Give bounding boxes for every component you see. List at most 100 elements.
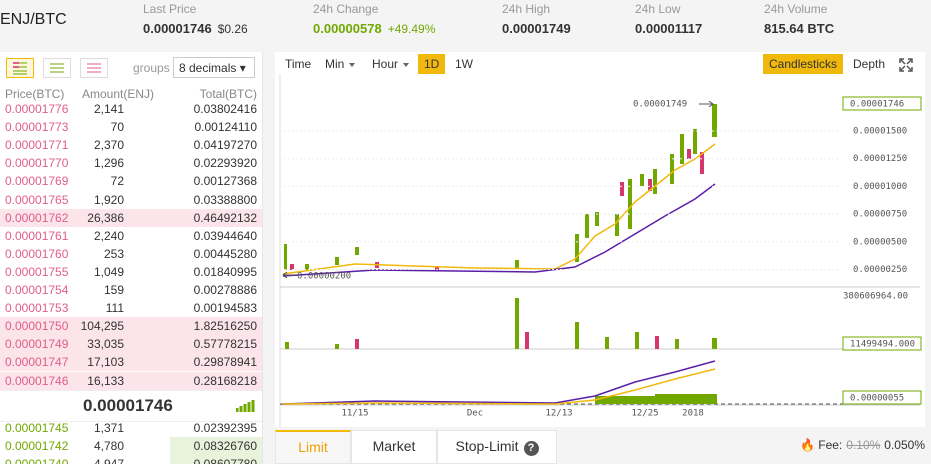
view-both[interactable] — [6, 58, 34, 78]
macd-bars — [595, 394, 717, 404]
price: 0.00001746 — [5, 373, 69, 388]
price: 0.00001765 — [5, 192, 69, 207]
view[interactable]: Candlesticks — [763, 54, 844, 74]
view[interactable]: Depth — [853, 57, 886, 71]
ask-row[interactable]: 0.00001746 16,133 0.28168218 — [0, 371, 262, 390]
low-note: 0.00000200 — [297, 272, 351, 282]
depth-bar — [0, 335, 262, 354]
ask-row[interactable]: 0.00001761 2,240 0.03944640 — [0, 227, 262, 245]
price-label: 0.00000500 — [853, 237, 907, 247]
depth-bar — [0, 317, 262, 336]
bid-row[interactable]: 0.00001742 4,780 0.08326760 — [0, 437, 262, 456]
price-label: 0.00001000 — [853, 182, 907, 192]
price-label: 0.00000750 — [853, 210, 907, 220]
stat-value: 0.00001749 — [502, 21, 571, 36]
ask-row[interactable]: 0.00001776 2,141 0.03802416 — [0, 100, 262, 118]
ask-row[interactable]: 0.00001765 1,920 0.03388800 — [0, 191, 262, 209]
total: 0.08607780 — [194, 457, 257, 464]
stat-number: 0.00001746 — [143, 21, 212, 36]
depth-bar — [170, 437, 262, 456]
decimals-select[interactable]: 8 decimals ▾ — [173, 57, 255, 78]
amount: 4,947 — [94, 457, 124, 464]
icon — [13, 62, 27, 75]
ask-row[interactable]: 0.00001754 159 0.00278886 — [0, 281, 262, 299]
price: 0.00001770 — [5, 156, 69, 171]
ask-row[interactable]: 0.00001762 26,386 0.46492132 — [0, 208, 262, 227]
ask-row[interactable]: 0.00001771 2,370 0.04197270 — [0, 136, 262, 154]
stat-number: 815.64 BTC — [764, 21, 835, 36]
amount: 2,240 — [93, 228, 124, 243]
interval[interactable]: 1D — [418, 54, 446, 74]
volume-tag — [842, 336, 922, 351]
total: 0.57778215 — [193, 337, 257, 352]
ask-row[interactable]: 0.00001747 17,103 0.29878941 — [0, 353, 262, 372]
amount: 26,386 — [87, 210, 124, 225]
depth-bar — [0, 208, 262, 227]
total: 0.01840995 — [193, 264, 257, 279]
signal-line — [282, 368, 716, 405]
amount: 253 — [103, 246, 124, 261]
date-label: 12/25 — [631, 409, 658, 419]
amount: 72 — [110, 174, 124, 189]
last-price: 0.00001746 — [83, 396, 173, 415]
bid-row[interactable]: 0.00001745 1,371 0.02392395 — [0, 419, 262, 437]
tab-market[interactable]: Market — [351, 430, 437, 464]
amount: 1,371 — [93, 421, 124, 435]
price: 0.00001769 — [5, 174, 69, 189]
bid-row[interactable]: 0.00001740 4,947 0.08607780 — [0, 455, 262, 464]
amount: 159 — [103, 283, 124, 297]
interval[interactable]: 1W — [455, 57, 473, 71]
view-bids[interactable] — [43, 58, 71, 78]
amount: 1,296 — [93, 156, 124, 171]
date-label: Dec — [467, 409, 483, 419]
total: 0.00124110 — [194, 120, 257, 135]
stat-extra: +49.49% — [387, 22, 436, 36]
ask-row[interactable]: 0.00001760 253 0.00445280 — [0, 245, 262, 263]
stat-value: 0.00001746 $0.26 — [143, 21, 248, 36]
current-volume: 11499494.000 — [850, 340, 915, 350]
macd-line — [282, 360, 716, 405]
total: 0.03802416 — [193, 102, 257, 116]
stat-value: 815.64 BTC — [764, 21, 834, 36]
tab-limit[interactable]: Limit — [275, 430, 351, 464]
order-book: groups 8 decimals ▾ Price(BTC) Amount(EN… — [0, 52, 263, 464]
amount: 1,049 — [93, 264, 124, 279]
price: 0.00001773 — [5, 120, 69, 135]
interval[interactable]: Time — [285, 57, 312, 71]
total: 1.82516250 — [193, 319, 257, 334]
total: 0.00194583 — [193, 301, 257, 316]
price: 0.00001750 — [5, 319, 69, 334]
ask-row[interactable]: 0.00001753 111 0.00194583 — [0, 299, 262, 317]
order-form-tabs: Limit Market Stop-Limit? 🔥 Fee: 0.10% 0.05… — [275, 430, 925, 464]
ask-row[interactable]: 0.00001769 72 0.00127368 — [0, 172, 262, 190]
view-asks[interactable] — [80, 58, 108, 78]
price: 0.00001749 — [5, 337, 69, 352]
fullscreen-icon[interactable] — [898, 57, 914, 73]
interval[interactable]: Hour — [366, 54, 415, 74]
price-chart: 0.00001746 0.00001749 0.00000200 3806069… — [279, 74, 922, 427]
ask-row[interactable]: 0.00001749 33,035 0.57778215 — [0, 335, 262, 354]
tab-stop-limit[interactable]: Stop-Limit? — [437, 430, 557, 464]
ask-row[interactable]: 0.00001750 104,295 1.82516250 — [0, 317, 262, 336]
price: 0.00001761 — [5, 228, 69, 243]
stat-label: 24h Change — [313, 2, 379, 16]
column-header: Amount(ENJ) — [82, 87, 155, 101]
current-price: 0.00001746 — [850, 100, 904, 110]
price-label: 0.00000250 — [853, 265, 907, 275]
price: 0.00001755 — [5, 264, 69, 279]
total: 0.08326760 — [193, 439, 257, 454]
column-header: Total(BTC) — [199, 87, 257, 101]
last-price-row: 0.00001746 — [0, 390, 262, 422]
total: 0.28168218 — [193, 373, 257, 388]
price: 0.00001776 — [5, 102, 69, 116]
price: 0.00001762 — [5, 210, 69, 225]
total: 0.03944640 — [193, 228, 257, 243]
ask-row[interactable]: 0.00001773 70 0.00124110 — [0, 118, 262, 136]
interval[interactable]: Min — [319, 54, 361, 74]
help-icon[interactable]: ? — [523, 441, 539, 456]
ask-row[interactable]: 0.00001770 1,296 0.02293920 — [0, 154, 262, 172]
amount: 33,035 — [87, 337, 124, 352]
ask-row[interactable]: 0.00001755 1,049 0.01840995 — [0, 263, 262, 281]
stat-number: 0.00000578 — [313, 21, 382, 36]
stat-extra: $0.26 — [217, 22, 248, 36]
